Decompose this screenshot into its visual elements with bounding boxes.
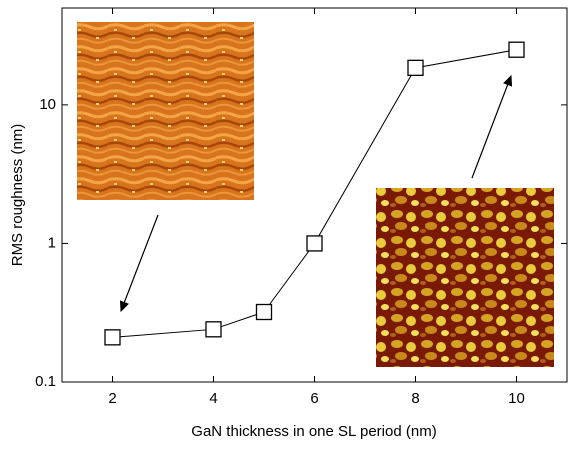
- data-point: [407, 59, 424, 76]
- arrow: [119, 214, 159, 313]
- arrow: [471, 74, 513, 179]
- data-point: [255, 303, 273, 321]
- y-axis-label: RMS roughness (nm): [9, 124, 26, 267]
- x-tick-label: 2: [108, 390, 116, 407]
- y-tick-label: 0.1: [35, 373, 56, 390]
- inset-image-rough: [376, 188, 554, 367]
- y-tick-label: 10: [39, 96, 56, 113]
- x-tick-label: 6: [310, 390, 318, 407]
- series-line: [112, 49, 517, 338]
- data-point: [205, 321, 222, 338]
- data-point: [306, 235, 323, 252]
- y-tick-label: 1: [48, 234, 56, 251]
- x-tick-label: 4: [209, 390, 217, 407]
- data-point: [508, 41, 525, 58]
- x-tick-label: 8: [411, 390, 419, 407]
- data-layer: [104, 41, 525, 346]
- x-axis-label: GaN thickness in one SL period (nm): [191, 423, 436, 440]
- inset-image-smooth: [77, 22, 254, 200]
- plot-area: 2 4 6 8 10 0.1 1 10: [35, 7, 568, 407]
- x-tick-label: 10: [508, 390, 525, 407]
- data-point: [104, 329, 121, 346]
